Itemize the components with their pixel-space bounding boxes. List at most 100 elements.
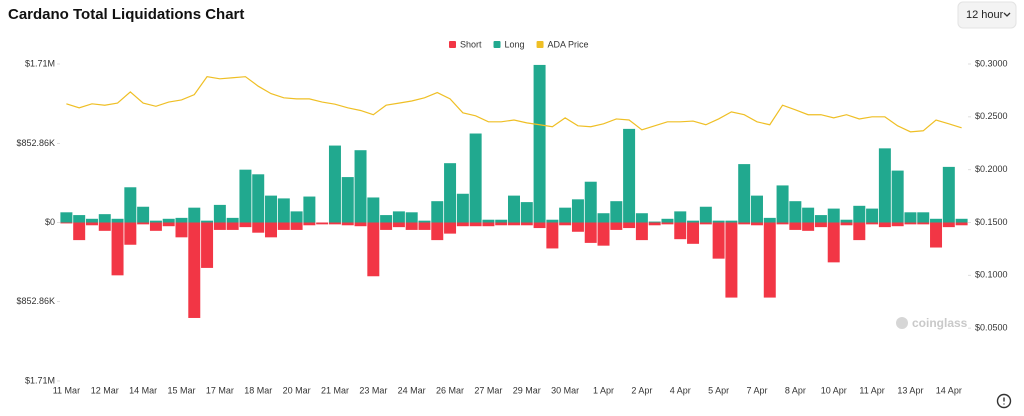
bar (239, 222, 252, 228)
bar (853, 205, 866, 223)
dropdown-label[interactable]: 12 hour (966, 9, 1004, 21)
bar (252, 222, 265, 233)
bar (687, 220, 700, 223)
y2-tick-label: $0.1500 (975, 217, 1008, 227)
info-icon[interactable] (996, 393, 1012, 409)
bar (559, 207, 572, 223)
bar (840, 222, 853, 226)
bar (111, 218, 124, 223)
bar (252, 174, 265, 223)
bar (469, 222, 482, 227)
bar (802, 222, 815, 231)
bar (533, 222, 546, 229)
bar (546, 219, 559, 223)
x-tick-label: 18 Mar (244, 385, 272, 395)
bar (584, 222, 597, 243)
bar (469, 133, 482, 223)
bar (201, 222, 214, 268)
bar (635, 222, 648, 241)
bar (303, 222, 316, 226)
x-tick-label: 4 Apr (670, 385, 691, 395)
bar (802, 207, 815, 223)
bar (188, 222, 201, 318)
bar (392, 222, 405, 228)
bar (85, 218, 98, 223)
bar (265, 195, 278, 223)
bar (73, 222, 86, 241)
legend-swatch (493, 41, 501, 48)
x-tick-label: 24 Mar (398, 385, 426, 395)
bar (635, 213, 648, 223)
bar (431, 222, 444, 241)
bar (725, 222, 738, 298)
bar (124, 222, 137, 245)
bar (891, 170, 904, 223)
dropdown-arrow (1003, 12, 1011, 17)
bar (149, 220, 162, 223)
x-tick-label: 26 Mar (436, 385, 464, 395)
bar (482, 222, 495, 227)
bar (188, 207, 201, 223)
x-tick-label: 14 Apr (936, 385, 962, 395)
bar (623, 222, 636, 229)
bar (623, 128, 636, 223)
bar (354, 222, 367, 227)
bar (137, 206, 150, 223)
bar (917, 212, 930, 223)
bar (827, 222, 840, 263)
bar (559, 222, 572, 226)
bar (456, 222, 469, 227)
interval-dropdown[interactable]: 12 hour (957, 1, 1017, 29)
bar (878, 148, 891, 223)
bar (201, 220, 214, 223)
bar (814, 222, 827, 228)
info-circle[interactable] (996, 393, 1012, 409)
bar (699, 206, 712, 223)
legend-label: Long (505, 39, 525, 49)
bar (750, 222, 763, 226)
x-tick-label: 11 Mar (53, 385, 80, 395)
bar (290, 222, 303, 230)
bar (98, 214, 111, 223)
y-tick-label: $852.86K (16, 138, 55, 148)
bar (750, 195, 763, 223)
y-tick-label: $1.71M (25, 58, 55, 68)
bar (712, 222, 725, 259)
x-tick-label: 15 Mar (167, 385, 195, 395)
y-tick-label: $0 (45, 217, 55, 227)
bar (380, 215, 393, 223)
bar (955, 218, 968, 223)
bar (789, 201, 802, 223)
bar (380, 222, 393, 230)
x-tick-label: 10 Apr (821, 385, 847, 395)
bar (444, 163, 457, 223)
bar (444, 222, 457, 234)
bar (418, 222, 431, 230)
bar (162, 218, 175, 223)
bar (60, 222, 73, 224)
y2-tick-label: $0.2000 (975, 164, 1008, 174)
legend-label: Short (460, 39, 482, 49)
y2-tick-label: $0.2500 (975, 111, 1008, 121)
bar (955, 222, 968, 226)
bar (354, 150, 367, 223)
bar (738, 164, 751, 223)
bar (456, 193, 469, 223)
bar (840, 219, 853, 223)
bar (226, 222, 239, 230)
bar (904, 222, 917, 225)
x-tick-label: 30 Mar (551, 385, 579, 395)
bar (495, 222, 508, 226)
bar (891, 222, 904, 227)
dropdown-box[interactable] (957, 1, 1017, 29)
watermark: coinglass (896, 316, 968, 330)
x-tick-label: 17 Mar (206, 385, 234, 395)
watermark-text: coinglass (912, 316, 968, 330)
bar (316, 222, 329, 225)
bar (661, 222, 674, 225)
bar (392, 211, 405, 223)
bar (942, 166, 955, 223)
bar (508, 222, 520, 226)
bar (571, 222, 584, 232)
